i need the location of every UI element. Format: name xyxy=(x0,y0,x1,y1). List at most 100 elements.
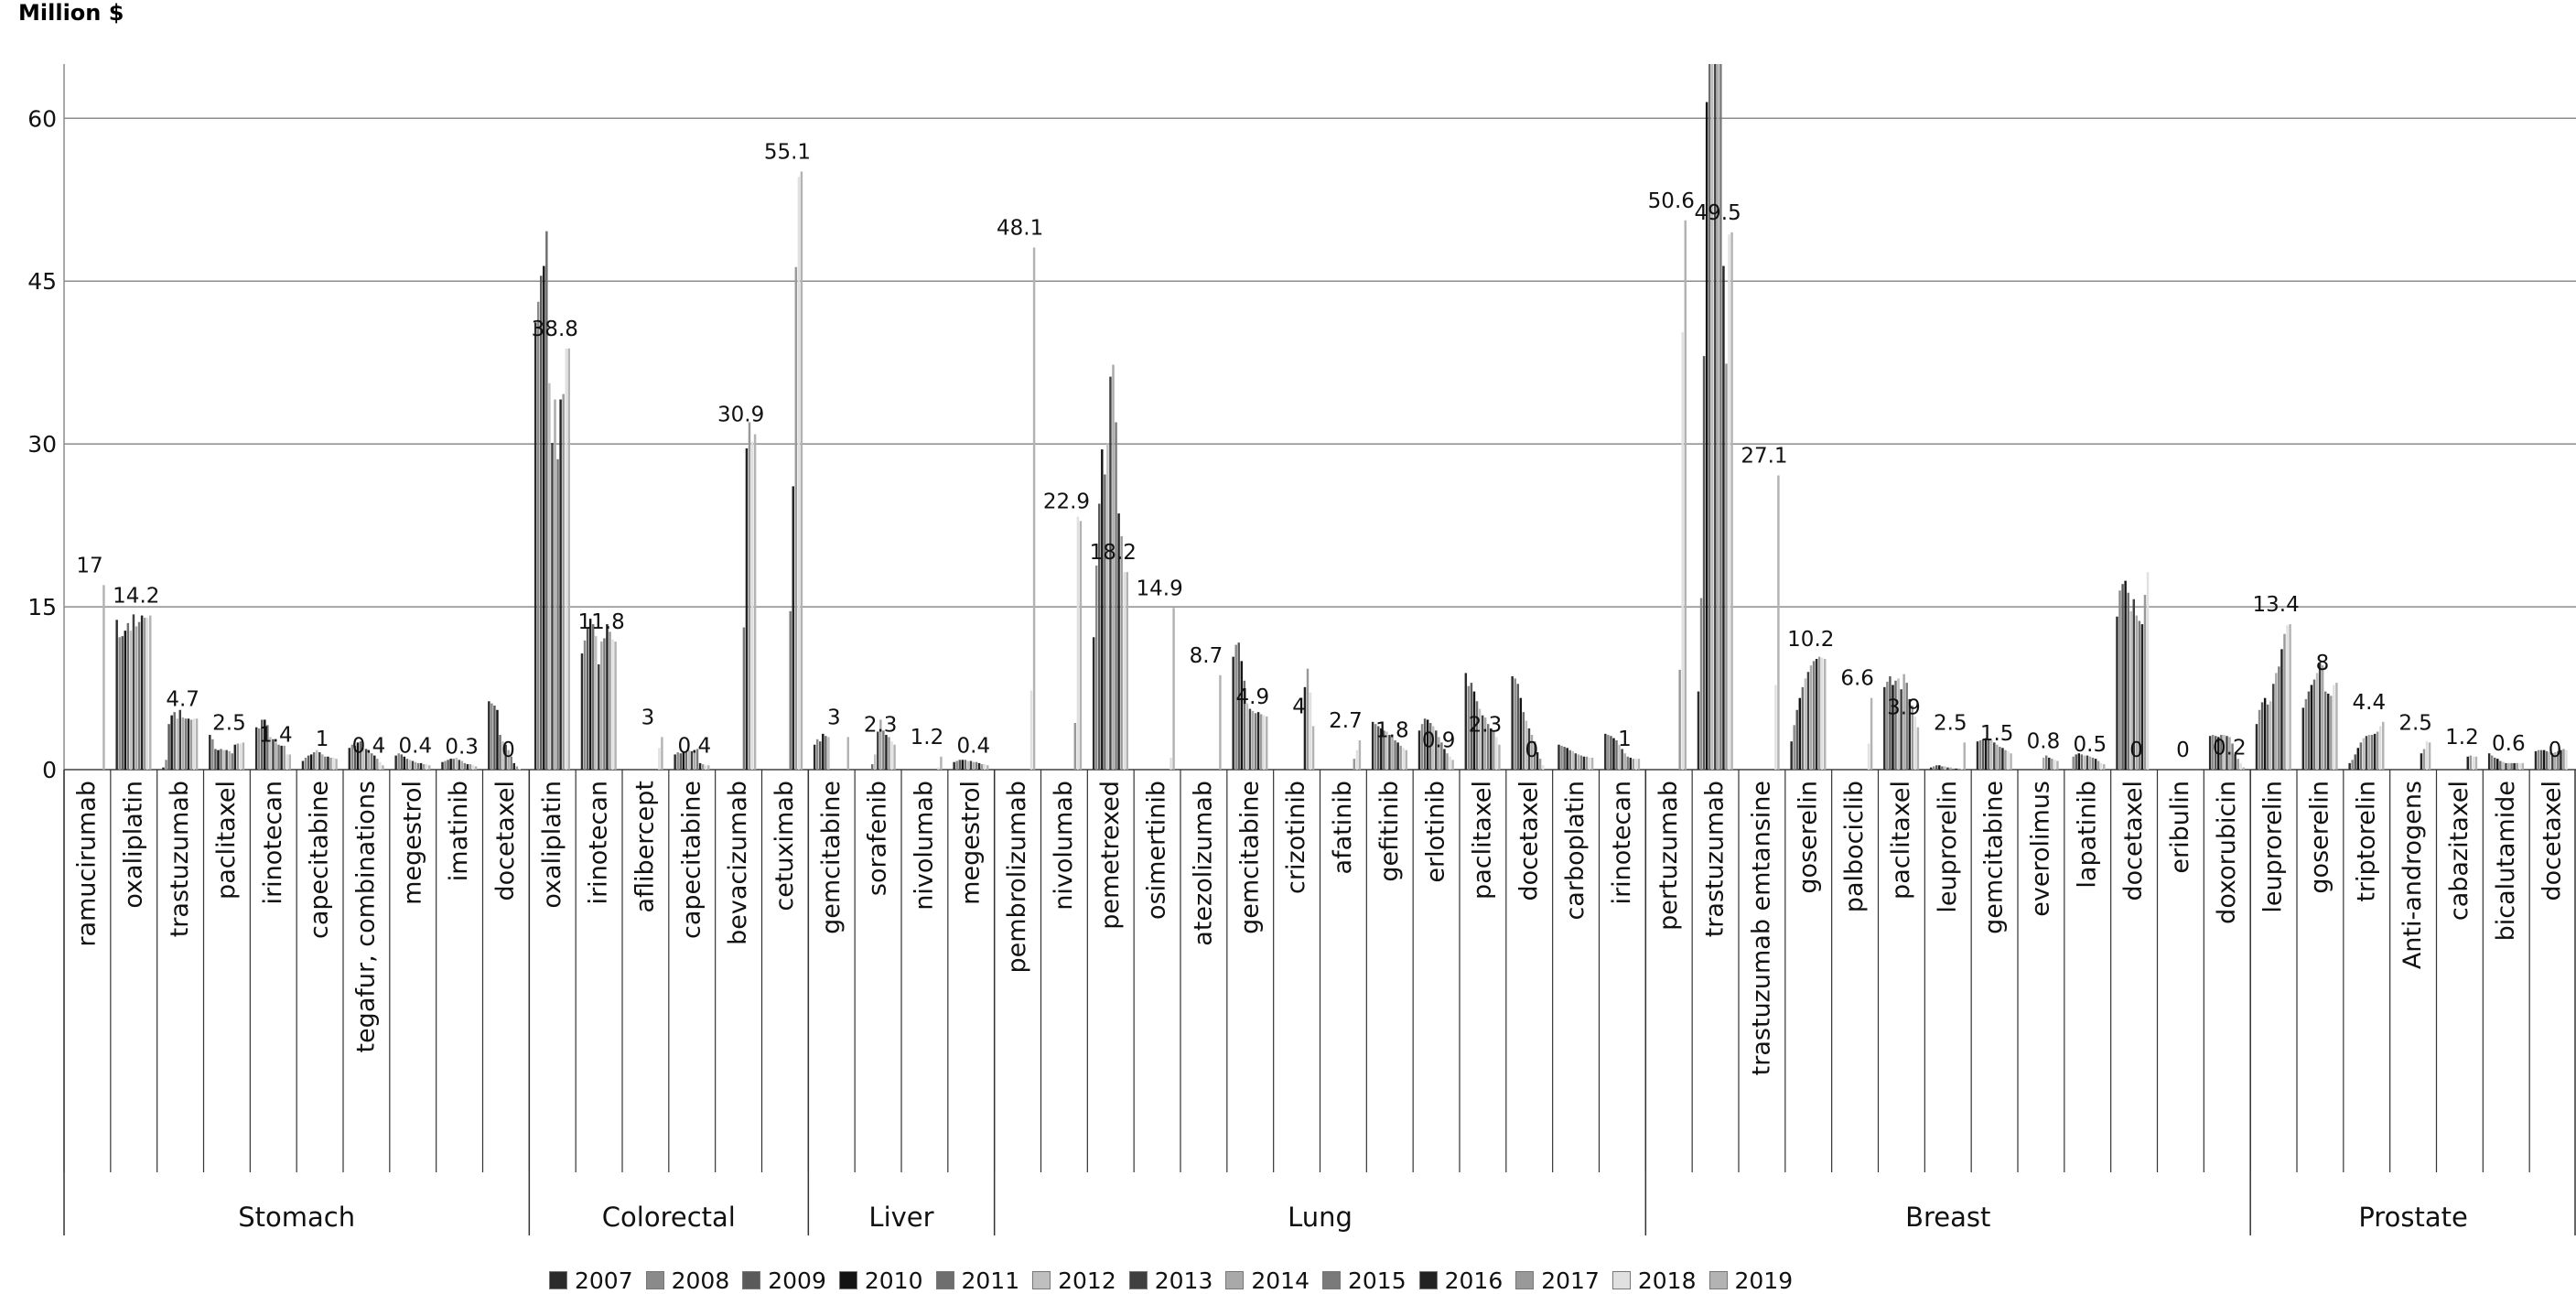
bar xyxy=(1446,753,1449,770)
bar xyxy=(1530,735,1534,770)
data-label: 0 xyxy=(2549,739,2562,762)
bar xyxy=(676,752,679,770)
bar xyxy=(1604,733,1607,770)
x-tick-label: doxorubicin xyxy=(2213,781,2241,924)
y-tick-label: 0 xyxy=(42,757,57,783)
legend-label: 2014 xyxy=(1251,1267,1310,1294)
bar xyxy=(460,760,464,770)
bar xyxy=(1684,220,1687,770)
bar xyxy=(1883,686,1886,770)
data-label: 50.6 xyxy=(1648,189,1695,213)
bar xyxy=(1929,767,1933,770)
bar xyxy=(2010,753,2012,770)
bar xyxy=(2269,701,2272,770)
bar xyxy=(466,764,469,770)
data-label: 0 xyxy=(2129,739,2143,762)
bar xyxy=(2127,592,2129,770)
bar xyxy=(2554,752,2557,770)
bar xyxy=(425,764,428,770)
bar xyxy=(1478,708,1482,770)
bar xyxy=(1306,668,1310,770)
bar xyxy=(2425,741,2429,770)
bar xyxy=(684,752,688,770)
bar xyxy=(2140,624,2144,770)
bar xyxy=(1913,716,1917,770)
y-tick-label: 15 xyxy=(27,594,57,620)
group-label: Liver xyxy=(868,1202,933,1233)
bar xyxy=(2275,673,2278,770)
bar xyxy=(1560,745,1563,770)
bar xyxy=(463,762,467,770)
bar xyxy=(318,752,321,770)
data-label: 4.7 xyxy=(166,687,199,711)
bar xyxy=(1533,741,1536,770)
data-label: 2.7 xyxy=(1329,709,1363,733)
bar xyxy=(1353,759,1356,770)
legend-swatch xyxy=(645,1271,664,1289)
bar xyxy=(750,441,754,770)
bar xyxy=(1490,728,1493,770)
bar xyxy=(1990,739,1993,770)
bar xyxy=(1262,715,1266,770)
bar xyxy=(819,741,822,770)
data-label: 0.9 xyxy=(1422,728,1456,752)
bar xyxy=(2278,666,2280,770)
bar xyxy=(1243,680,1246,770)
bar xyxy=(301,760,305,770)
bar xyxy=(567,348,570,770)
bar xyxy=(1237,642,1240,770)
bar xyxy=(2242,767,2245,770)
group-label: Lung xyxy=(1288,1202,1353,1233)
bar xyxy=(277,744,280,770)
bar xyxy=(953,761,955,770)
x-tick-label: cetuximab xyxy=(771,781,799,911)
bar xyxy=(1585,756,1589,770)
bar xyxy=(536,301,540,770)
x-tick-label: oxaliplatin xyxy=(538,781,566,909)
bar xyxy=(312,752,316,770)
bar xyxy=(1109,376,1112,770)
bar xyxy=(2208,736,2212,770)
bar xyxy=(1516,684,1519,770)
x-tick-label: docetaxel xyxy=(1514,781,1543,901)
bar xyxy=(1475,701,1479,770)
bar xyxy=(1820,657,1824,770)
bar xyxy=(682,750,685,770)
bar xyxy=(1981,739,1985,770)
data-label: 14.9 xyxy=(1137,577,1183,600)
bar xyxy=(753,434,757,770)
x-tick-label: gemcitabine xyxy=(1235,781,1264,934)
data-label: 4.9 xyxy=(1236,685,1270,709)
bar xyxy=(1938,765,1941,770)
bar xyxy=(2080,754,2084,770)
x-tick-label: gemcitabine xyxy=(817,781,846,934)
bar xyxy=(2507,762,2510,770)
bar xyxy=(977,762,981,770)
bar xyxy=(307,755,310,770)
bar xyxy=(316,749,318,770)
bar xyxy=(1309,692,1312,770)
legend-label: 2011 xyxy=(961,1267,1020,1294)
bar xyxy=(1438,737,1440,770)
bar xyxy=(2382,721,2385,770)
bar xyxy=(184,718,188,770)
bar xyxy=(964,760,967,770)
bar xyxy=(1486,724,1490,770)
x-tick-label: triptorelin xyxy=(2352,781,2380,902)
bar xyxy=(2007,750,2010,770)
x-tick-label: pembrolizumab xyxy=(1003,781,1031,974)
bar xyxy=(2215,736,2217,770)
bar xyxy=(1495,737,1498,770)
bar xyxy=(1571,750,1574,770)
bar xyxy=(1607,735,1610,770)
x-tick-label: docetaxel xyxy=(2119,781,2148,901)
bar xyxy=(1566,748,1568,770)
bar xyxy=(1311,726,1315,770)
x-tick-label: nivolumab xyxy=(1050,781,1078,911)
data-label: 11.8 xyxy=(578,610,625,634)
bar xyxy=(510,756,512,770)
bar xyxy=(1396,742,1399,770)
bar xyxy=(1582,756,1586,770)
bar xyxy=(129,631,133,770)
bar xyxy=(304,757,307,770)
